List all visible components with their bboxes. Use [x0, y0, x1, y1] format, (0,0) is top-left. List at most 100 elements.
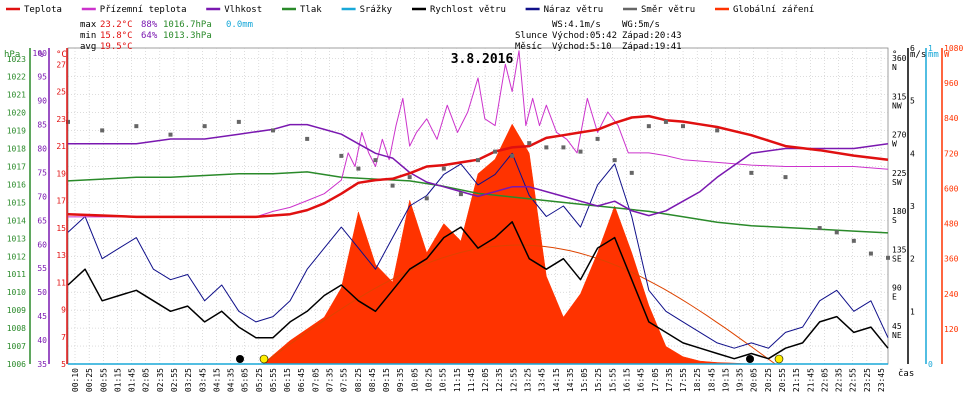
sun-icon: [774, 354, 784, 364]
wind-tick-label: 3: [910, 202, 915, 211]
humidity-tick-label: 60: [37, 240, 47, 249]
wind-direction-point: [510, 153, 515, 158]
direction-tick-label: 135: [892, 245, 907, 254]
humidity-tick-label: 35: [37, 360, 47, 369]
temperature-tick-label: 25: [56, 88, 66, 97]
stat-max-press: 1016.7hPa: [163, 20, 212, 30]
solar-tick-label: 720: [944, 149, 959, 158]
wind-direction-point: [271, 128, 275, 133]
chart-title: 3.8.2016: [451, 52, 514, 67]
x-tick-label: 14:15: [552, 368, 561, 392]
x-tick-label: 00:55: [99, 368, 108, 392]
wind-direction-point: [749, 170, 754, 175]
stat-avg-label: avg: [80, 42, 96, 52]
legend-label: Tlak: [300, 5, 322, 15]
x-tick-label: 08:45: [368, 368, 377, 392]
x-tick-label: 03:25: [184, 368, 193, 392]
wind-tick-label: 4: [910, 149, 915, 158]
direction-tick-sublabel: NW: [892, 101, 902, 110]
unit-wind: m/s: [910, 50, 926, 60]
pressure-tick-label: 1020: [7, 109, 26, 118]
direction-tick-label: 45: [892, 322, 902, 331]
temperature-tick-label: 9: [61, 306, 66, 315]
pressure-tick-label: 1018: [7, 145, 26, 154]
pressure-tick-label: 1006: [7, 360, 26, 369]
wind-direction-point: [629, 170, 634, 175]
legend-label: Náraz větru: [544, 5, 604, 15]
wind-direction-point: [236, 119, 241, 124]
wind-tick-label: 5: [910, 97, 915, 106]
moon-icon: [236, 355, 244, 363]
wind-direction-point: [527, 141, 532, 146]
solar-tick-label: 960: [944, 79, 959, 88]
x-tick-label: 22:55: [849, 368, 858, 392]
x-tick-label: 05:25: [255, 368, 264, 392]
wind-direction-point: [373, 158, 378, 163]
pressure-tick-label: 1022: [7, 73, 26, 82]
x-tick-label: 02:35: [156, 368, 165, 392]
x-tick-label: 05:05: [241, 368, 250, 392]
wind-direction-point: [886, 255, 890, 260]
wind-direction-point: [595, 136, 600, 141]
x-tick-label: 13:45: [538, 368, 547, 392]
wind-tick-label: 1: [910, 307, 915, 316]
pressure-tick-label: 1015: [7, 198, 26, 207]
wind-direction-point: [834, 230, 839, 235]
wind-direction-point: [561, 145, 566, 150]
pressure-tick-label: 1009: [7, 306, 26, 315]
x-tick-label: 06:45: [297, 368, 306, 392]
wind-direction-point: [441, 166, 446, 171]
x-tick-label: 14:35: [566, 368, 575, 392]
x-tick-label: 04:15: [212, 368, 221, 392]
solar-tick-label: 480: [944, 220, 959, 229]
direction-tick-label: 225: [892, 169, 907, 178]
wind-direction-point: [646, 124, 651, 129]
wind-direction-point: [612, 158, 617, 163]
x-tick-label: 10:55: [439, 368, 448, 392]
x-tick-label: 22:35: [835, 368, 844, 392]
x-tick-label: 08:25: [354, 368, 363, 392]
sun-arc: [262, 244, 776, 365]
solar-tick-label: 120: [944, 325, 959, 334]
wind-direction-point: [783, 175, 788, 180]
x-tick-label: 15:05: [580, 368, 589, 392]
legend: Teplota Přízemní teplota Vlhkost Tlak Srážky…: [6, 5, 814, 15]
x-tick-label: 05:55: [269, 368, 278, 392]
series-line-Tlak: [67, 171, 889, 234]
wind-direction-point: [407, 175, 412, 180]
solar-tick-label: 840: [944, 114, 959, 123]
series-line-Přízemní teplota: [68, 50, 889, 218]
sun-moon-markers: [236, 354, 784, 364]
temperature-tick-label: 11: [56, 278, 66, 287]
series-line-Vlhkost: [68, 123, 889, 217]
stat-min-press: 1013.3hPa: [163, 31, 212, 41]
stats-block: max 23.2°C 88% 1016.7hPa 0.0mm min 15.8°…: [80, 20, 253, 52]
x-tick-label: 01:45: [128, 368, 137, 392]
temperature-tick-label: 27: [56, 60, 66, 69]
x-tick-label: 17:35: [665, 368, 674, 392]
humidity-tick-label: 45: [37, 312, 47, 321]
direction-tick-sublabel: SE: [892, 254, 902, 263]
temperature-tick-label: 15: [56, 224, 66, 233]
humidity-tick-label: 90: [37, 97, 47, 106]
axis-units: hPa % °C ° m/s mm W čas: [4, 50, 950, 379]
wind-direction-point: [493, 149, 498, 154]
info-moon-set: Západ:19:41: [622, 42, 682, 52]
legend-label: Srážky: [360, 5, 393, 15]
x-tick-label: 13:25: [523, 368, 532, 392]
humidity-tick-label: 40: [37, 336, 47, 345]
pressure-tick-label: 1013: [7, 234, 26, 243]
x-tick-label: 17:05: [651, 368, 660, 392]
x-tick-label: 23:25: [863, 368, 872, 392]
pressure-tick-label: 1014: [7, 216, 26, 225]
humidity-tick-label: 75: [37, 168, 47, 177]
x-tick-label: 09:35: [396, 368, 405, 392]
x-tick-label: 01:15: [113, 368, 122, 392]
unit-solar: W: [944, 50, 950, 60]
x-tick-label: 18:45: [707, 368, 716, 392]
wind-direction-point: [476, 158, 480, 163]
rain-tick-label: 0: [928, 360, 933, 369]
direction-tick-label: 360: [892, 54, 907, 63]
wind-direction-point: [305, 136, 310, 141]
legend-label: Přízemní teplota: [100, 5, 187, 15]
